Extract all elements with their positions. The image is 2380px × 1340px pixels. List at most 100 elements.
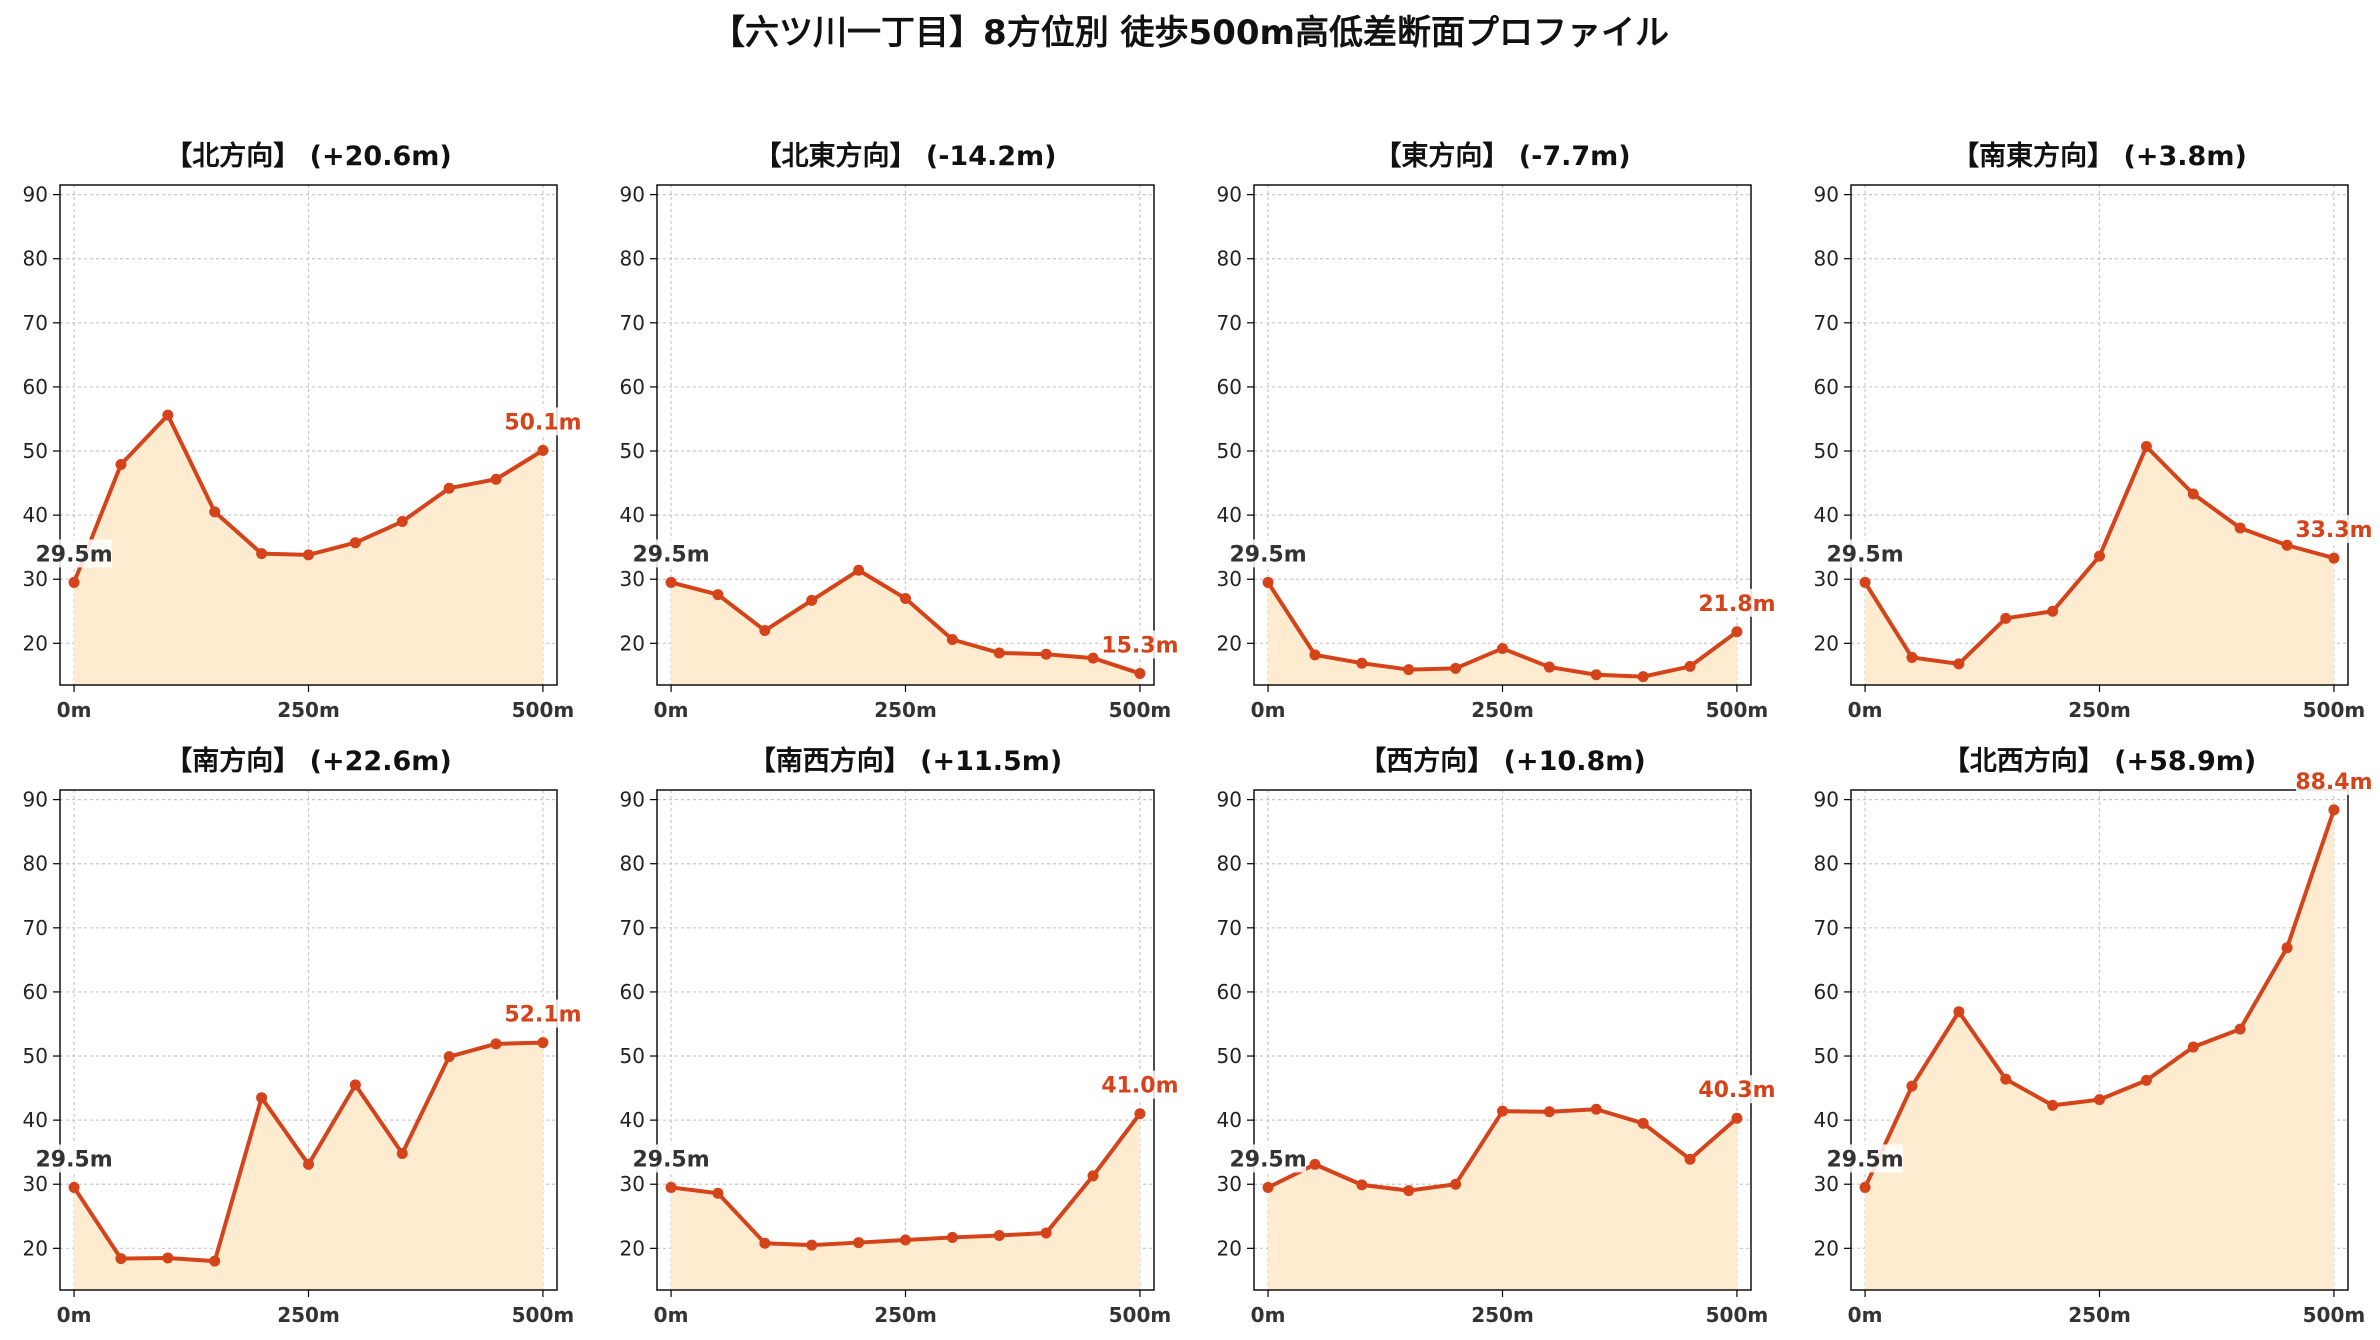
panel-title: 【南東方向】 (+3.8m) [1952, 140, 2247, 172]
start-elevation-label: 29.5m [35, 542, 112, 567]
elevation-point [1590, 1103, 1602, 1115]
elevation-point [993, 1230, 1005, 1242]
elevation-area [1865, 809, 2334, 1290]
y-tick-label: 90 [23, 788, 48, 812]
x-tick-label: 250m [874, 1303, 937, 1327]
elevation-point [1356, 1179, 1368, 1191]
y-tick-label: 20 [23, 1236, 48, 1260]
y-tick-label: 60 [1217, 980, 1242, 1004]
elevation-point [1403, 664, 1415, 676]
y-tick-label: 60 [620, 375, 645, 399]
elevation-point [1859, 1181, 1871, 1193]
y-tick-label: 40 [23, 1108, 48, 1132]
elevation-point [256, 1092, 268, 1104]
elevation-point [2281, 539, 2293, 551]
y-tick-label: 20 [620, 1236, 645, 1260]
y-tick-label: 90 [1217, 788, 1242, 812]
y-tick-label: 30 [23, 567, 48, 591]
elevation-point [115, 1253, 127, 1265]
start-label-box [633, 539, 710, 568]
y-tick-label: 40 [1814, 1108, 1839, 1132]
y-tick-label: 50 [1217, 439, 1242, 463]
y-tick-label: 80 [620, 247, 645, 271]
x-tick-label: 500m [1706, 1303, 1769, 1327]
end-label-box [504, 999, 581, 1028]
start-elevation-label: 29.5m [1826, 542, 1903, 567]
start-label-box [1230, 539, 1307, 568]
y-tick-label: 70 [620, 311, 645, 335]
panel-title: 【北方向】 (+20.6m) [165, 140, 451, 172]
y-tick-label: 50 [620, 1044, 645, 1068]
y-tick-label: 90 [1814, 788, 1839, 812]
x-tick-label: 500m [1109, 1303, 1172, 1327]
profile-panel: 20 30 40 50 60 70 80 90 0m 250m 500m 【北西方向】 (+58.9m… [1814, 745, 2373, 1327]
elevation-point [1450, 662, 1462, 674]
elevation-point [443, 1051, 455, 1063]
y-tick-label: 70 [1814, 311, 1839, 335]
elevation-area [1865, 446, 2334, 685]
elevation-point [443, 482, 455, 494]
profile-panel: 20 30 40 50 60 70 80 90 0m 250m 500m 【南西方向】 (+11.5m… [620, 745, 1179, 1327]
profile-panel: 20 30 40 50 60 70 80 90 0m 250m 500m 【南方向】 (+22.6m)… [23, 745, 582, 1327]
elevation-point [1906, 651, 1918, 663]
y-tick-label: 20 [1217, 1236, 1242, 1260]
elevation-point [1637, 1117, 1649, 1129]
x-tick-label: 250m [2068, 1303, 2131, 1327]
end-label-box [1101, 630, 1178, 659]
x-tick-label: 500m [1109, 698, 1172, 722]
start-elevation-label: 29.5m [632, 1147, 709, 1172]
end-elevation-label: 21.8m [1698, 592, 1775, 617]
start-elevation-label: 29.5m [1826, 1147, 1903, 1172]
y-tick-label: 30 [620, 567, 645, 591]
y-tick-label: 70 [1814, 916, 1839, 940]
y-tick-label: 50 [23, 439, 48, 463]
elevation-point [1859, 576, 1871, 588]
elevation-point [1590, 669, 1602, 681]
start-label-box [633, 1144, 710, 1173]
y-tick-label: 80 [1217, 247, 1242, 271]
end-label-box [1698, 1075, 1775, 1104]
y-tick-label: 90 [620, 788, 645, 812]
start-label-box [1827, 1144, 1904, 1173]
elevation-point [537, 1037, 549, 1049]
elevation-point [900, 1234, 911, 1246]
elevation-point [303, 1158, 314, 1170]
elevation-point [1356, 657, 1368, 669]
elevation-point [1309, 649, 1321, 661]
elevation-point [1134, 667, 1146, 679]
y-tick-label: 60 [23, 980, 48, 1004]
start-label-box [36, 539, 113, 568]
y-tick-label: 50 [1217, 1044, 1242, 1068]
y-tick-label: 20 [1814, 1236, 1839, 1260]
elevation-point [1497, 642, 1508, 654]
panel-title: 【西方向】 (+10.8m) [1359, 745, 1645, 777]
elevation-point [665, 1181, 677, 1193]
y-tick-label: 70 [620, 916, 645, 940]
elevation-point [1684, 660, 1696, 672]
y-tick-label: 20 [1217, 631, 1242, 655]
x-tick-label: 500m [2303, 698, 2366, 722]
x-tick-label: 0m [57, 698, 92, 722]
elevation-point [2140, 441, 2152, 453]
x-tick-label: 0m [654, 698, 689, 722]
y-tick-label: 50 [23, 1044, 48, 1068]
elevation-point [993, 647, 1005, 659]
start-elevation-label: 29.5m [35, 1147, 112, 1172]
elevation-point [1684, 1153, 1696, 1165]
elevation-point [1134, 1108, 1146, 1120]
x-tick-label: 0m [1251, 698, 1286, 722]
elevation-point [2094, 1094, 2105, 1106]
start-elevation-label: 29.5m [632, 542, 709, 567]
x-tick-label: 500m [2303, 1303, 2366, 1327]
profile-panel: 20 30 40 50 60 70 80 90 0m 250m 500m 【北東方向】 (-14.2m… [620, 140, 1179, 722]
elevation-point [256, 548, 268, 560]
elevation-area [1268, 1109, 1737, 1290]
elevation-point [162, 1252, 174, 1264]
profile-panel: 20 30 40 50 60 70 80 90 0m 250m 500m 【西方向】 (+10.8m)… [1217, 745, 1776, 1327]
x-tick-label: 0m [1251, 1303, 1286, 1327]
y-tick-label: 80 [23, 852, 48, 876]
end-elevation-label: 33.3m [2295, 518, 2372, 543]
end-label-box [2295, 515, 2372, 544]
elevation-point [1953, 1006, 1965, 1018]
elevation-point [1262, 576, 1274, 588]
